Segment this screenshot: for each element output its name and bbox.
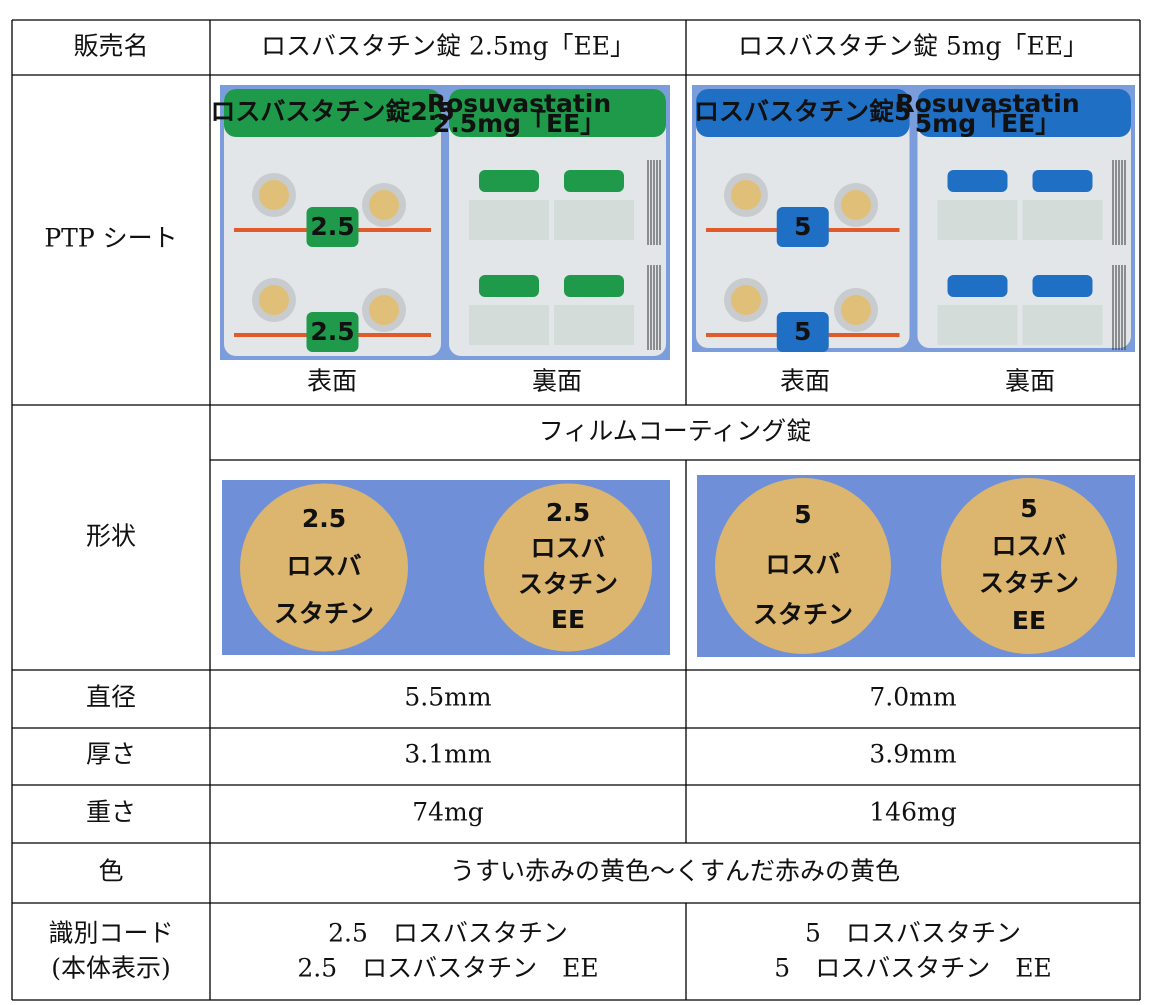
strength-box xyxy=(1032,170,1093,192)
row-label: 厚さ xyxy=(86,740,136,769)
strength-box xyxy=(1032,275,1093,297)
imprint: EE xyxy=(551,605,585,634)
tablet xyxy=(259,285,289,315)
side-label: 裏面 xyxy=(532,367,582,396)
tablet xyxy=(731,180,761,210)
text-block xyxy=(469,200,549,240)
badge xyxy=(306,207,359,247)
cell: 2.5 ロスバスタチン EE xyxy=(297,954,598,983)
tablet xyxy=(841,190,871,220)
imprint: 5 xyxy=(1020,494,1037,523)
badge-text: 5 xyxy=(794,212,811,241)
strength-box xyxy=(947,170,1008,192)
cell: 146mg xyxy=(869,798,956,827)
tablet xyxy=(715,478,891,654)
cell: 7.0mm xyxy=(869,683,956,712)
product-name: ロスバスタチン錠 5mg「EE」 xyxy=(738,32,1088,61)
imprint: 5 xyxy=(794,500,811,529)
text-block xyxy=(469,305,549,345)
sheet-header xyxy=(917,89,1131,137)
cell: 5 ロスバスタチン EE xyxy=(774,954,1051,983)
row-label: 色 xyxy=(98,857,123,886)
imprint: ロスバ xyxy=(286,552,361,581)
row-label: 形状 xyxy=(86,522,136,551)
sheet-sub: 5mg「EE」 xyxy=(915,109,1061,138)
sheet-title: Rosuvastatin xyxy=(895,89,1079,118)
text-block xyxy=(554,200,634,240)
side-label: 裏面 xyxy=(1005,367,1055,396)
sheet-header xyxy=(449,89,666,137)
cell: うすい赤みの黄色～くすんだ赤みの黄色 xyxy=(450,857,900,886)
imprint: スタチン xyxy=(274,599,374,628)
badge-text: 2.5 xyxy=(310,212,354,241)
imprint: 2.5 xyxy=(302,504,346,533)
sheet-header xyxy=(696,89,910,137)
cell: 2.5 ロスバスタチン xyxy=(328,919,568,948)
imprint: スタチン xyxy=(518,569,618,598)
sheet-title: ロスバスタチン錠2.5 xyxy=(210,97,454,126)
imprint: ロスバ xyxy=(530,534,605,563)
imprint: ロスバ xyxy=(765,550,840,579)
text-block xyxy=(937,200,1018,240)
strength-box xyxy=(564,170,624,192)
header-label: 販売名 xyxy=(73,32,148,61)
text-block xyxy=(1022,305,1103,345)
imprint: スタチン xyxy=(979,569,1079,598)
tablet xyxy=(941,478,1117,654)
table-borders xyxy=(11,19,1141,1001)
product-name: ロスバスタチン錠 2.5mg「EE」 xyxy=(261,32,635,61)
coating: フィルムコーティング錠 xyxy=(539,417,812,446)
tablet xyxy=(484,483,652,652)
sheet-title: Rosuvastatin xyxy=(427,89,611,118)
text-block xyxy=(554,305,634,345)
strength-box xyxy=(564,275,624,297)
cell: 74mg xyxy=(412,798,484,827)
row-label: 識別コード xyxy=(48,919,173,948)
cell: 5 ロスバスタチン xyxy=(805,919,1021,948)
tablet xyxy=(369,190,399,220)
badge xyxy=(776,207,829,247)
badge-text: 2.5 xyxy=(310,317,354,346)
side-label: 表面 xyxy=(780,367,830,396)
sheet-header xyxy=(224,89,441,137)
tablet xyxy=(259,180,289,210)
imprint: ロスバ xyxy=(991,531,1066,560)
text-block xyxy=(937,305,1018,345)
tablet xyxy=(240,483,408,652)
tablet-image: 5 ロスバスタチン 5 ロスバスタチン EE xyxy=(697,475,1135,657)
cell: 3.9mm xyxy=(869,740,956,769)
badge-text: 5 xyxy=(794,317,811,346)
imprint: 2.5 xyxy=(546,498,590,527)
tablet-image: 2.5 ロスバスタチン 2.5 ロスバスタチン EE xyxy=(222,480,670,655)
text-block xyxy=(1022,200,1103,240)
row-label: (本体表示) xyxy=(51,954,171,983)
tablet xyxy=(841,295,871,325)
strength-box xyxy=(479,275,539,297)
row-label: 重さ xyxy=(86,798,136,827)
side-label: 表面 xyxy=(307,367,357,396)
cell: 3.1mm xyxy=(404,740,491,769)
badge xyxy=(306,312,359,352)
row-label: PTP シート xyxy=(44,224,177,253)
imprint: スタチン xyxy=(753,600,853,629)
cell: 5.5mm xyxy=(404,683,491,712)
imprint: EE xyxy=(1012,606,1046,635)
row-label: 直径 xyxy=(86,683,136,712)
strength-box xyxy=(479,170,539,192)
tablet xyxy=(731,285,761,315)
badge xyxy=(776,312,829,352)
sheet-sub: 2.5mg「EE」 xyxy=(433,109,605,138)
strength-box xyxy=(947,275,1008,297)
sheet-title: ロスバスタチン錠5 xyxy=(694,97,911,126)
tablet xyxy=(369,295,399,325)
